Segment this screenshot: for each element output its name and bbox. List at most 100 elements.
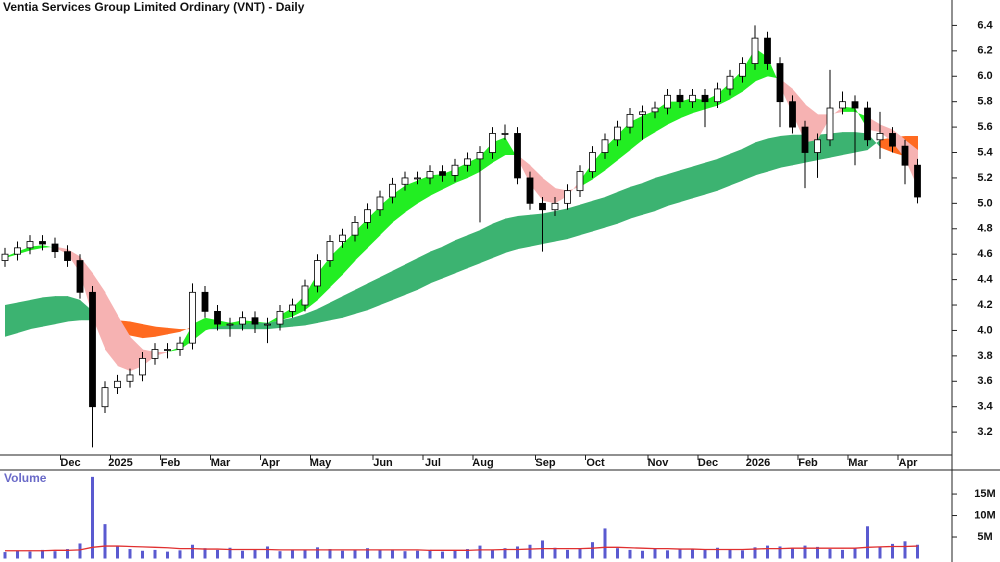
volume-bar — [291, 550, 294, 559]
x-tick-label: Jun — [373, 457, 393, 469]
candle-body — [889, 133, 896, 147]
x-tick-label: Jul — [425, 457, 441, 469]
ribbon-segment — [167, 327, 181, 335]
candle-body — [39, 241, 46, 245]
ribbon-segment — [505, 216, 518, 253]
volume-bar — [78, 543, 82, 559]
volume-bar — [541, 540, 544, 559]
candle-body — [789, 101, 796, 128]
candle-body — [14, 247, 21, 255]
x-tick-label: May — [310, 457, 332, 469]
candle-body — [26, 241, 34, 249]
candle-body — [339, 234, 346, 242]
candle-body — [489, 133, 496, 153]
volume-bar — [666, 550, 669, 559]
ribbon-segment — [542, 177, 556, 204]
y-tick-label: 5.6 — [977, 121, 992, 133]
ribbon-segment — [42, 296, 56, 327]
candle-body — [239, 317, 246, 325]
volume-bar — [316, 547, 319, 559]
candle-body — [439, 171, 446, 176]
candle-body — [64, 251, 71, 261]
y-tick-label: 3.4 — [977, 401, 993, 413]
candle-body — [451, 164, 459, 176]
y-tick-label: 4.0 — [977, 324, 992, 336]
candle-body — [326, 241, 334, 261]
candle-body — [589, 152, 596, 172]
y-tick-label: 4.8 — [977, 223, 992, 235]
y-tick-label: 15M — [974, 488, 995, 500]
x-tick-label: Apr — [261, 457, 281, 469]
y-tick-label: 6.4 — [977, 19, 993, 31]
ribbon-segment — [680, 97, 693, 119]
ribbon-segment — [430, 174, 443, 196]
volume-bar — [553, 547, 557, 559]
chart-title: Ventia Services Group Limited Ordinary (… — [3, 0, 305, 14]
volume-bar — [753, 547, 757, 559]
volume-bar — [103, 524, 107, 559]
y-tick-label: 4.4 — [977, 274, 993, 286]
volume-bar — [528, 544, 532, 559]
volume-bar — [328, 549, 332, 559]
x-tick-label: Mar — [848, 457, 868, 469]
ribbon-segment — [705, 158, 718, 195]
candle-body — [226, 323, 234, 326]
candle-body — [689, 94, 696, 103]
volume-bar — [403, 551, 407, 559]
ribbon-segment — [655, 174, 668, 211]
candle-body — [376, 196, 384, 211]
volume-bar — [228, 547, 232, 559]
volume-bar — [741, 550, 744, 559]
candle-body — [289, 304, 296, 312]
ribbon-segment — [142, 324, 156, 339]
x-tick-label: Aug — [472, 457, 493, 469]
volume-bar — [91, 476, 94, 559]
ribbon-segment — [842, 132, 856, 156]
candle-body — [664, 94, 671, 109]
candle-body — [539, 202, 546, 211]
candle-body — [464, 158, 471, 166]
candle-body — [864, 107, 871, 141]
volume-bar — [778, 546, 782, 559]
ribbon-segment — [855, 108, 868, 130]
candle-body — [51, 243, 59, 253]
candle-body — [876, 133, 884, 141]
candle-body — [564, 190, 571, 204]
ribbon-segment — [155, 326, 168, 337]
y-tick-label: 5.2 — [977, 172, 992, 184]
candle-body — [526, 177, 534, 204]
volume-bar — [266, 546, 269, 559]
y-tick-label: 3.8 — [977, 350, 992, 362]
candle-body — [89, 291, 96, 408]
volume-bar — [353, 549, 357, 559]
ribbon-segment — [467, 230, 481, 269]
candle-body — [101, 387, 109, 408]
candle-body — [814, 139, 821, 153]
candle-body — [601, 139, 609, 153]
volume-bar — [28, 551, 32, 559]
volume-title: Volume — [4, 471, 47, 485]
ribbon-segment — [292, 313, 306, 327]
y-tick-label: 6.2 — [977, 45, 992, 57]
x-tick-label: Oct — [586, 457, 605, 469]
volume-bar — [491, 549, 494, 559]
ribbon-segment — [605, 134, 618, 171]
x-tick-label: Mar — [211, 457, 231, 469]
candle-body — [801, 126, 809, 153]
candle-body — [614, 126, 621, 141]
ribbon-segment — [442, 240, 456, 279]
candle-body — [189, 291, 196, 344]
candle-body — [914, 164, 921, 198]
candle-body — [214, 310, 221, 325]
y-tick-label: 10M — [974, 509, 995, 521]
volume-bar — [878, 547, 882, 559]
volume-bar — [841, 549, 844, 559]
ribbon-segment — [55, 296, 68, 325]
ribbon-segment — [342, 289, 356, 318]
ribbon-segment — [517, 214, 531, 250]
candle-body — [126, 374, 134, 382]
volume-bar — [3, 552, 7, 559]
ribbon-segment — [542, 210, 556, 245]
y-tick-label: 5.0 — [977, 197, 992, 209]
